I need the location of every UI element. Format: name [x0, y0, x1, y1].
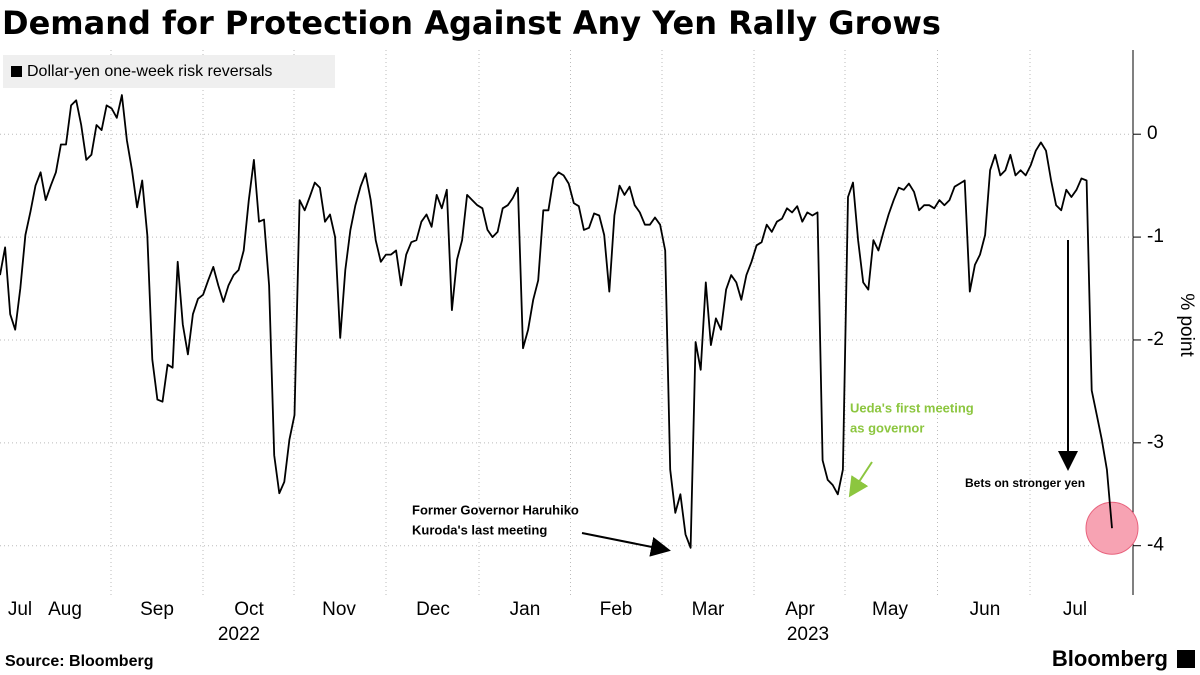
annotation: Bets on stronger yen	[965, 476, 1085, 490]
arrow	[581, 532, 671, 557]
year-label: 2022	[218, 624, 260, 645]
y-tick-label: -1	[1147, 226, 1164, 247]
y-axis-label: % point	[1176, 293, 1197, 357]
x-tick-label: Jun	[970, 599, 1001, 620]
y-tick-label: -2	[1147, 329, 1164, 350]
logo-icon	[1177, 650, 1195, 668]
x-tick-label: May	[872, 599, 908, 620]
chart-title: Demand for Protection Against Any Yen Ra…	[2, 4, 941, 42]
y-tick-label: -3	[1147, 432, 1164, 453]
x-tick-label: Oct	[234, 599, 264, 620]
x-tick-label: Feb	[600, 599, 633, 620]
logo: Bloomberg	[1052, 646, 1168, 671]
x-tick-label: Sep	[140, 599, 174, 620]
legend-swatch	[11, 66, 22, 77]
source: Source: Bloomberg	[5, 653, 153, 670]
annotation: Kuroda's last meeting	[412, 522, 547, 537]
x-tick-label: Jul	[1063, 599, 1087, 620]
annotation: Ueda's first meeting	[850, 400, 974, 415]
x-tick-label: Aug	[48, 599, 82, 620]
annotation: Former Governor Haruhiko	[412, 502, 579, 517]
y-tick-label: 0	[1147, 123, 1158, 144]
x-tick-label: Jul	[8, 599, 32, 620]
x-tick-label: Mar	[692, 599, 725, 620]
arrow	[848, 461, 873, 498]
legend-label: Dollar-yen one-week risk reversals	[27, 63, 272, 80]
year-label: 2023	[787, 624, 829, 645]
annotation: as governor	[850, 420, 924, 435]
x-tick-label: Apr	[785, 599, 815, 620]
plot	[0, 94, 1139, 555]
x-tick-label: Dec	[416, 599, 450, 620]
y-tick-label: -4	[1147, 535, 1164, 556]
legend-box	[3, 55, 335, 88]
x-tick-label: Jan	[510, 599, 541, 620]
line	[0, 94, 1113, 549]
highlight	[1085, 501, 1139, 555]
x-tick-label: Nov	[322, 599, 356, 620]
